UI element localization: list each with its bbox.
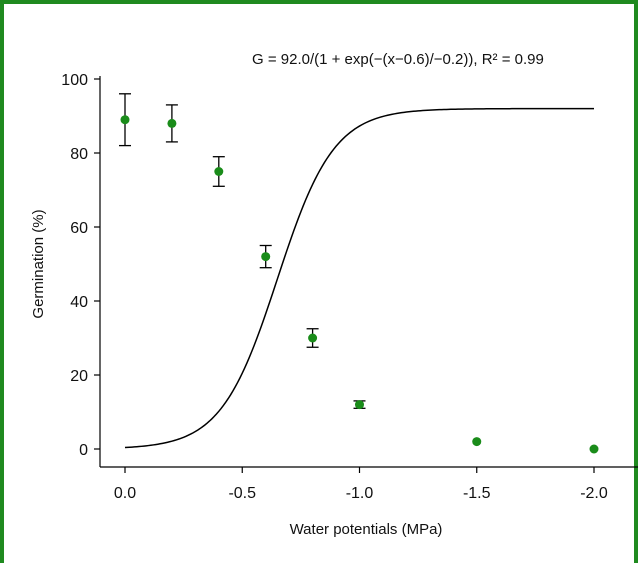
- y-tick-label: 20: [70, 368, 88, 385]
- y-tick-label: 40: [70, 294, 88, 311]
- data-point: [214, 167, 224, 176]
- data-point: [120, 115, 130, 125]
- x-tick-label: -2.0: [580, 485, 608, 502]
- y-tick-label: 100: [61, 72, 88, 89]
- x-tick-label: -1.5: [463, 485, 491, 502]
- data-point: [589, 444, 599, 454]
- x-axis-label: Water potentials (MPa): [290, 521, 443, 538]
- chart-annotation: G = 92.0/(1 + exp(−(x−0.6)/−0.2)), R² = …: [252, 51, 544, 68]
- data-point: [261, 252, 271, 262]
- fit-curve: [124, 107, 594, 449]
- y-tick-label: 60: [70, 220, 88, 237]
- data-point: [472, 437, 482, 447]
- x-tick-label: 0.0: [114, 485, 136, 502]
- data-point: [167, 118, 177, 128]
- x-tick-label: -0.5: [228, 485, 256, 502]
- y-tick-label: 80: [70, 146, 88, 163]
- x-tick-label: -1.0: [346, 485, 374, 502]
- y-axis-label: Germination (%): [30, 209, 47, 318]
- y-tick-label: 0: [79, 442, 88, 459]
- data-point: [355, 400, 364, 410]
- data-point: [308, 333, 318, 343]
- chart-svg: G = 92.0/(1 + exp(−(x−0.6)/−0.2)), R² = …: [30, 51, 638, 538]
